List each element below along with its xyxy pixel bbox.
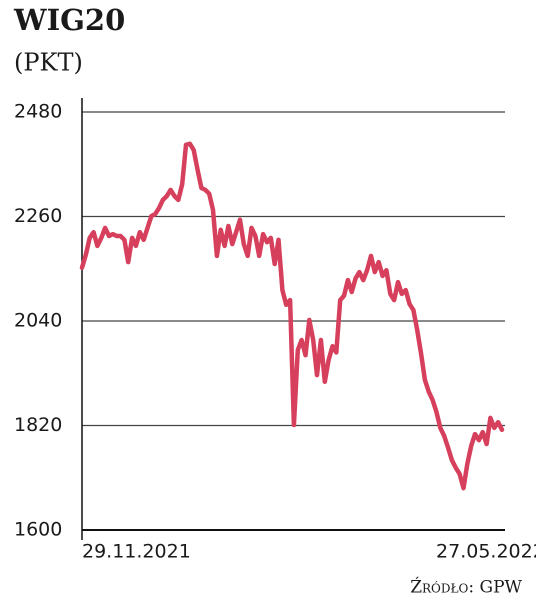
x-tick-label: 29.11.2021 <box>82 541 191 563</box>
y-tick-label: 1820 <box>14 414 62 436</box>
chart-subtitle: (PKT) <box>14 49 83 77</box>
chart-title: WIG20 <box>13 3 125 37</box>
x-tick-label: 27.05.2022 <box>436 541 536 563</box>
y-tick-label: 1600 <box>14 519 62 541</box>
line <box>79 141 505 491</box>
y-tick-label: 2260 <box>14 205 62 227</box>
y-tick-label: 2040 <box>14 310 62 332</box>
source: Źródło: GPW <box>410 577 522 598</box>
y-tick-label: 2480 <box>14 101 62 123</box>
